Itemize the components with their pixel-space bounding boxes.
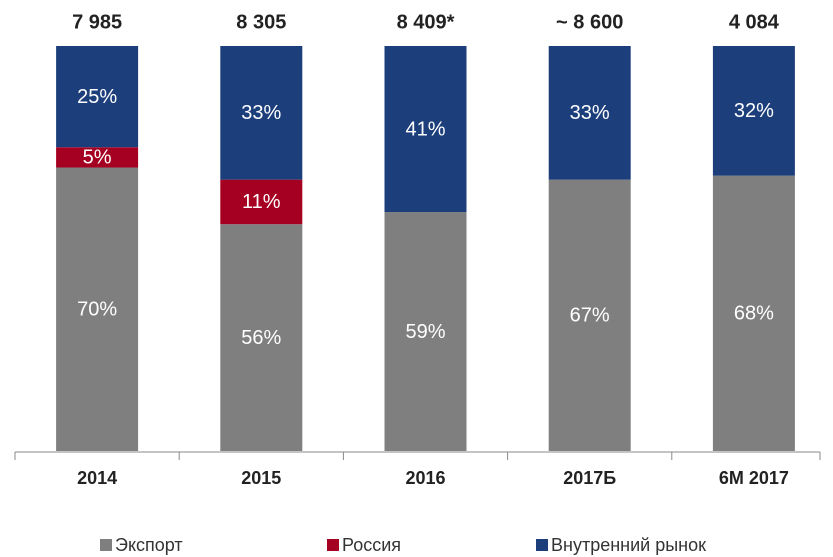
total-label: 8 305 [236, 11, 286, 33]
bar-segment [384, 46, 467, 213]
data-label: 59% [405, 321, 445, 343]
bar-segment [220, 46, 303, 180]
x-tick-label: 2015 [241, 468, 281, 488]
legend-swatch [327, 539, 339, 551]
bar-segment [548, 46, 631, 180]
bar-segment [220, 179, 303, 225]
x-tick-label: 2017Б [563, 468, 616, 488]
bar-segment [548, 179, 631, 451]
bar-segment [712, 46, 795, 176]
x-tick-label: 2016 [405, 468, 445, 488]
x-tick-label: 2014 [77, 468, 117, 488]
legend-label: Россия [342, 535, 401, 555]
legend-label: Экспорт [115, 535, 183, 555]
total-label: 4 084 [729, 11, 780, 33]
total-label: 8 409* [397, 11, 455, 33]
total-label: 7 985 [72, 11, 122, 33]
total-label: ~ 8 600 [556, 11, 623, 33]
data-label: 70% [77, 299, 117, 321]
data-label: 25% [77, 86, 117, 108]
data-label: 33% [570, 102, 610, 124]
data-label: 5% [83, 147, 112, 169]
data-label: 32% [734, 100, 774, 122]
bar-segment [712, 175, 795, 451]
data-label: 41% [405, 118, 445, 140]
legend-swatch [100, 539, 112, 551]
data-label: 56% [241, 327, 281, 349]
x-tick-label: 6М 2017 [719, 468, 789, 488]
bar-segment [56, 46, 139, 148]
data-label: 67% [570, 305, 610, 327]
bar-segment [56, 167, 139, 451]
data-label: 33% [241, 102, 281, 124]
bar-segment [56, 147, 139, 168]
legend-label: Внутренний рынок [551, 535, 706, 555]
data-label: 11% [242, 191, 281, 213]
bar-segment [384, 212, 467, 451]
legend-swatch [536, 539, 548, 551]
bar-segment [220, 224, 303, 451]
data-label: 68% [734, 303, 774, 325]
